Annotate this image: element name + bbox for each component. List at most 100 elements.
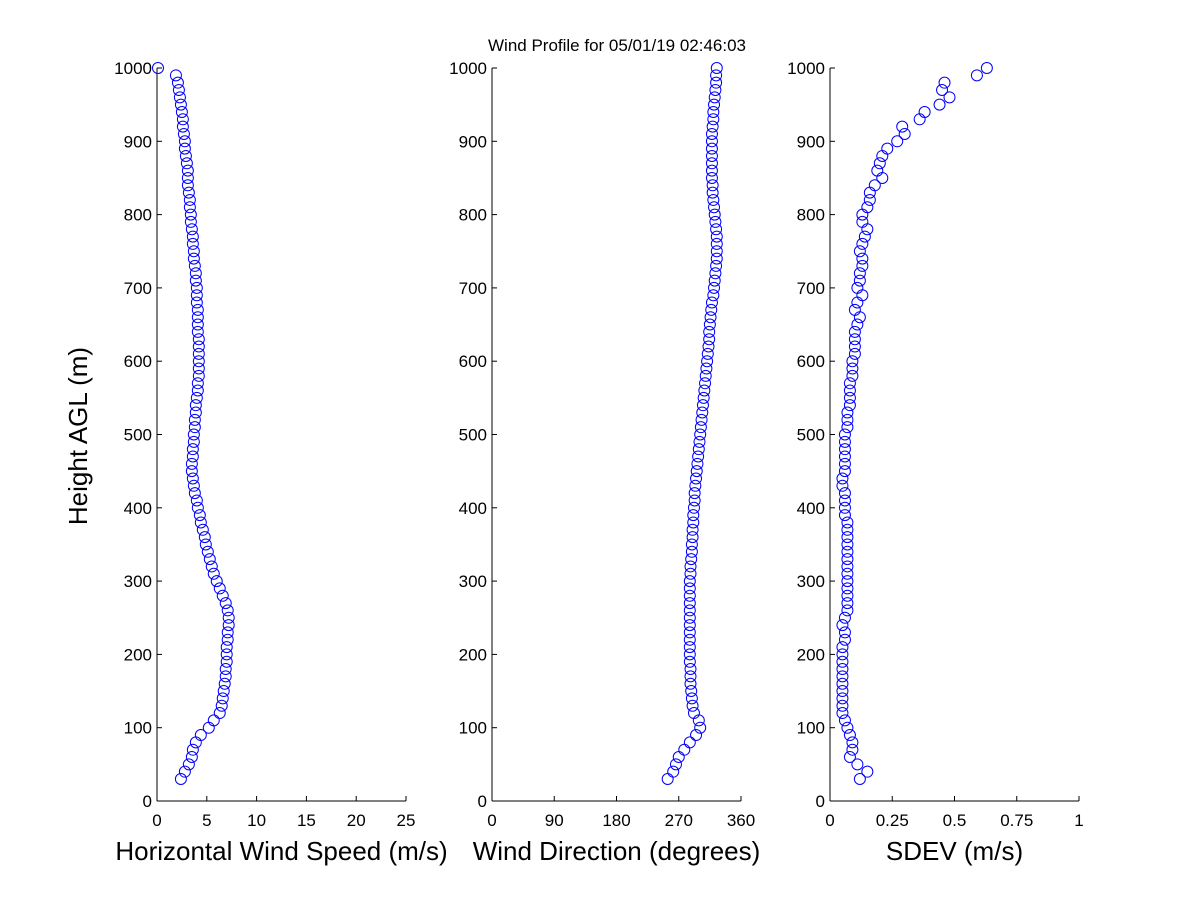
y-tick-label: 400	[124, 499, 152, 518]
data-point	[689, 479, 702, 492]
data-point	[707, 105, 720, 118]
data-point	[185, 751, 198, 764]
data-point	[696, 406, 709, 419]
y-tick-label: 500	[797, 426, 825, 445]
data-point	[691, 457, 704, 470]
data-point	[705, 164, 718, 177]
data-point	[694, 428, 707, 441]
data-point	[710, 259, 723, 272]
x-axis-label: Horizontal Wind Speed (m/s)	[115, 836, 447, 866]
data-point	[190, 494, 203, 507]
y-tick-label: 200	[459, 645, 487, 664]
data-point	[222, 619, 235, 632]
data-point	[705, 171, 718, 184]
data-point	[687, 501, 700, 514]
data-point	[699, 369, 712, 382]
data-point	[683, 655, 696, 668]
y-tick-label: 1000	[787, 59, 825, 78]
data-point	[853, 274, 866, 287]
data-point	[688, 494, 701, 507]
data-point	[218, 677, 231, 690]
data-point	[697, 391, 710, 404]
data-point	[708, 208, 721, 221]
data-point	[706, 120, 719, 133]
data-point	[858, 230, 871, 243]
data-point	[913, 113, 926, 126]
data-point	[708, 91, 721, 104]
data-point	[169, 69, 182, 82]
y-axis-label: Height AGL (m)	[63, 347, 93, 525]
data-point	[851, 318, 864, 331]
data-point	[191, 377, 204, 390]
y-tick-label: 400	[459, 499, 487, 518]
data-point	[836, 641, 849, 654]
data-point	[213, 582, 226, 595]
y-tick-label: 200	[797, 645, 825, 664]
data-point	[688, 487, 701, 500]
data-point	[871, 164, 884, 177]
data-point	[177, 127, 190, 140]
data-point	[836, 655, 849, 668]
data-point	[202, 721, 215, 734]
data-point	[172, 83, 185, 96]
data-point	[220, 648, 233, 661]
data-point	[706, 179, 719, 192]
data-point	[219, 670, 232, 683]
data-point	[174, 773, 187, 786]
data-point	[687, 509, 700, 522]
data-point	[687, 516, 700, 529]
data-point	[661, 773, 674, 786]
data-point	[873, 157, 886, 170]
data-point	[710, 252, 723, 265]
data-point	[891, 135, 904, 148]
data-point	[684, 670, 697, 683]
data-point	[699, 377, 712, 390]
data-point	[843, 391, 856, 404]
data-point	[190, 281, 203, 294]
data-point	[704, 311, 717, 324]
data-point	[191, 501, 204, 514]
y-tick-label: 700	[459, 279, 487, 298]
data-point	[853, 245, 866, 258]
data-point	[938, 76, 951, 89]
data-point	[841, 421, 854, 434]
data-point	[848, 303, 861, 316]
x-tick-label: 5	[202, 811, 211, 830]
data-point	[690, 472, 703, 485]
data-point	[705, 296, 718, 309]
data-point	[861, 201, 874, 214]
data-point	[709, 215, 722, 228]
data-point	[838, 611, 851, 624]
data-point	[838, 428, 851, 441]
data-point	[705, 157, 718, 170]
data-point	[185, 457, 198, 470]
data-point	[683, 626, 696, 639]
data-point	[838, 509, 851, 522]
data-point	[684, 567, 697, 580]
x-tick-label: 0.25	[876, 811, 909, 830]
data-point	[221, 626, 234, 639]
data-point	[186, 237, 199, 250]
data-point	[701, 347, 714, 360]
data-point	[843, 377, 856, 390]
data-point	[896, 120, 909, 133]
data-point	[861, 765, 874, 778]
data-point	[933, 98, 946, 111]
data-point	[205, 560, 218, 573]
data-point	[685, 685, 698, 698]
data-point	[696, 399, 709, 412]
data-point	[707, 289, 720, 302]
data-point	[667, 765, 680, 778]
data-point	[207, 567, 220, 580]
data-point	[838, 714, 851, 727]
x-axis-label: SDEV (m/s)	[886, 836, 1023, 866]
y-tick-label: 900	[797, 132, 825, 151]
data-point	[710, 230, 723, 243]
y-tick-label: 600	[797, 352, 825, 371]
data-point	[841, 589, 854, 602]
data-point	[683, 641, 696, 654]
x-tick-label: 15	[297, 811, 316, 830]
data-point	[194, 729, 207, 742]
data-point	[708, 281, 721, 294]
data-point	[705, 127, 718, 140]
